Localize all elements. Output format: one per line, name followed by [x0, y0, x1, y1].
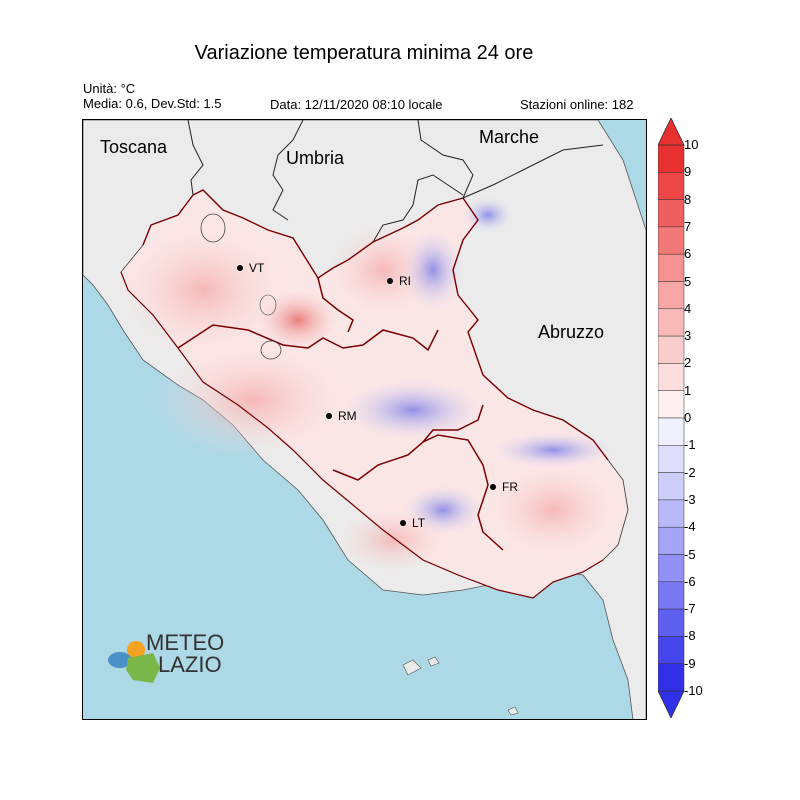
border-umbria-marche [372, 174, 464, 243]
province-border-ri [317, 277, 354, 333]
colorbar-tick-label: 0 [684, 410, 692, 425]
city-dot-lt [400, 520, 406, 526]
colorbar-arrow-top [658, 118, 685, 146]
colorbar-tick-label: 9 [684, 164, 692, 180]
lake-bracciano [260, 340, 282, 360]
warm-zone-fr [483, 460, 623, 560]
logo-line1: METEO [146, 630, 224, 655]
meteo-lazio-logo: METEO LAZIO [108, 630, 224, 683]
colorbar-segment [658, 608, 685, 637]
warm-zone-coast [153, 340, 353, 460]
cool-zone-east [493, 432, 613, 468]
colorbar-tick-label: -8 [684, 628, 696, 644]
colorbar-tick-label: 4 [684, 300, 692, 316]
border-marche-abruzzo [462, 144, 604, 199]
cool-zone-ri [403, 230, 463, 310]
city-label-lt: LT [412, 516, 426, 530]
coast-outline [120, 271, 604, 599]
city-dot-rm [326, 413, 332, 419]
colorbar-segment [658, 526, 685, 555]
colorbar-segment [658, 144, 685, 173]
province-border-north [177, 324, 439, 352]
warm-zone-vt [113, 220, 293, 360]
border-marche [417, 120, 474, 199]
colorbar-segment [658, 636, 685, 664]
colorbar-segment [658, 199, 685, 228]
lake-bolsena [200, 213, 226, 243]
city-dot-vt [237, 265, 243, 271]
colorbar-segment [658, 363, 685, 391]
colorbar-segment [658, 308, 685, 337]
city-dot-fr [490, 484, 496, 490]
colorbar-tick-label: -1 [684, 437, 696, 453]
colorbar-tick-label: 5 [684, 273, 692, 289]
colorbar-tick-label: -10 [684, 683, 703, 698]
island-small-2 [507, 706, 519, 716]
colorbar-tick-label: 8 [684, 191, 692, 207]
island-small-1 [427, 656, 440, 667]
colorbar-segment [658, 663, 685, 692]
colorbar-tick-label: 2 [684, 355, 692, 371]
colorbar-segment [658, 417, 685, 446]
colorbar-tick-label: -2 [684, 464, 696, 480]
city-label-fr: FR [502, 480, 518, 494]
colorbar-segment [658, 581, 685, 610]
colorbar-segment [658, 445, 685, 473]
colorbar-tick-label: 7 [684, 218, 692, 234]
cool-zone-north [463, 197, 513, 233]
colorbar-tick-label: -5 [684, 546, 696, 562]
colorbar-segment [658, 499, 685, 528]
map-area: Toscana Umbria Marche Abruzzo VT RI RM F… [82, 119, 647, 720]
colorbar-segment [658, 554, 685, 583]
colorbar-arrow-bottom [658, 690, 685, 718]
region-border [142, 189, 609, 461]
city-label-rm: RM [338, 409, 357, 423]
stats-label: Media: 0.6, Dev.Std: 1.5 [83, 96, 222, 111]
stations-label: Stazioni online: 182 [520, 97, 634, 112]
warm-zone-lt [333, 505, 453, 575]
colorbar-tick-label: 1 [684, 382, 692, 398]
colorbar-tick-label: -9 [684, 655, 696, 671]
province-border-rm-fr [422, 404, 484, 443]
region-label-toscana: Toscana [100, 137, 168, 157]
warm-zone-core [258, 290, 338, 350]
colorbar-segment [658, 226, 685, 255]
lake-vico [259, 294, 277, 316]
sun-icon [127, 641, 145, 659]
colorbar-tick-label: 6 [684, 246, 692, 262]
map-title: Variazione temperatura minima 24 ore [194, 42, 534, 64]
region-label-marche: Marche [479, 127, 539, 147]
colorbar [658, 118, 685, 718]
colorbar-segment [658, 172, 685, 200]
colorbar-tick-label: 10 [684, 137, 699, 152]
island-ponza [402, 659, 422, 676]
border-toscana-umbria [187, 120, 204, 196]
colorbar-tick-label: 3 [684, 328, 692, 344]
colorbar-segment [658, 390, 685, 419]
colorbar-segment [658, 472, 685, 501]
region-label-umbria: Umbria [286, 148, 345, 168]
colorbar-segment [658, 335, 685, 364]
colorbar-tick-label: -4 [684, 519, 696, 535]
city-dot-ri [387, 278, 393, 284]
map-svg: Toscana Umbria Marche Abruzzo VT RI RM F… [83, 120, 646, 719]
units-label: Unità: °C [83, 81, 136, 96]
logo-line2: LAZIO [158, 652, 222, 677]
colorbar-tick-label: -3 [684, 491, 696, 507]
colorbar-segment [658, 281, 685, 310]
colorbar-tick-label: -6 [684, 573, 696, 589]
province-border-lt-fr [332, 434, 504, 551]
city-label-vt: VT [249, 261, 265, 275]
date-label: Data: 12/11/2020 08:10 locale [270, 97, 443, 112]
border-umbria-west [272, 120, 304, 221]
colorbar-segment [658, 253, 685, 282]
region-label-abruzzo: Abruzzo [538, 322, 604, 342]
cool-zone-central [343, 380, 483, 440]
city-label-ri: RI [399, 274, 411, 288]
region-shape-icon [126, 653, 160, 683]
cloud-icon [108, 652, 132, 668]
colorbar-tick-label: -7 [684, 601, 696, 617]
